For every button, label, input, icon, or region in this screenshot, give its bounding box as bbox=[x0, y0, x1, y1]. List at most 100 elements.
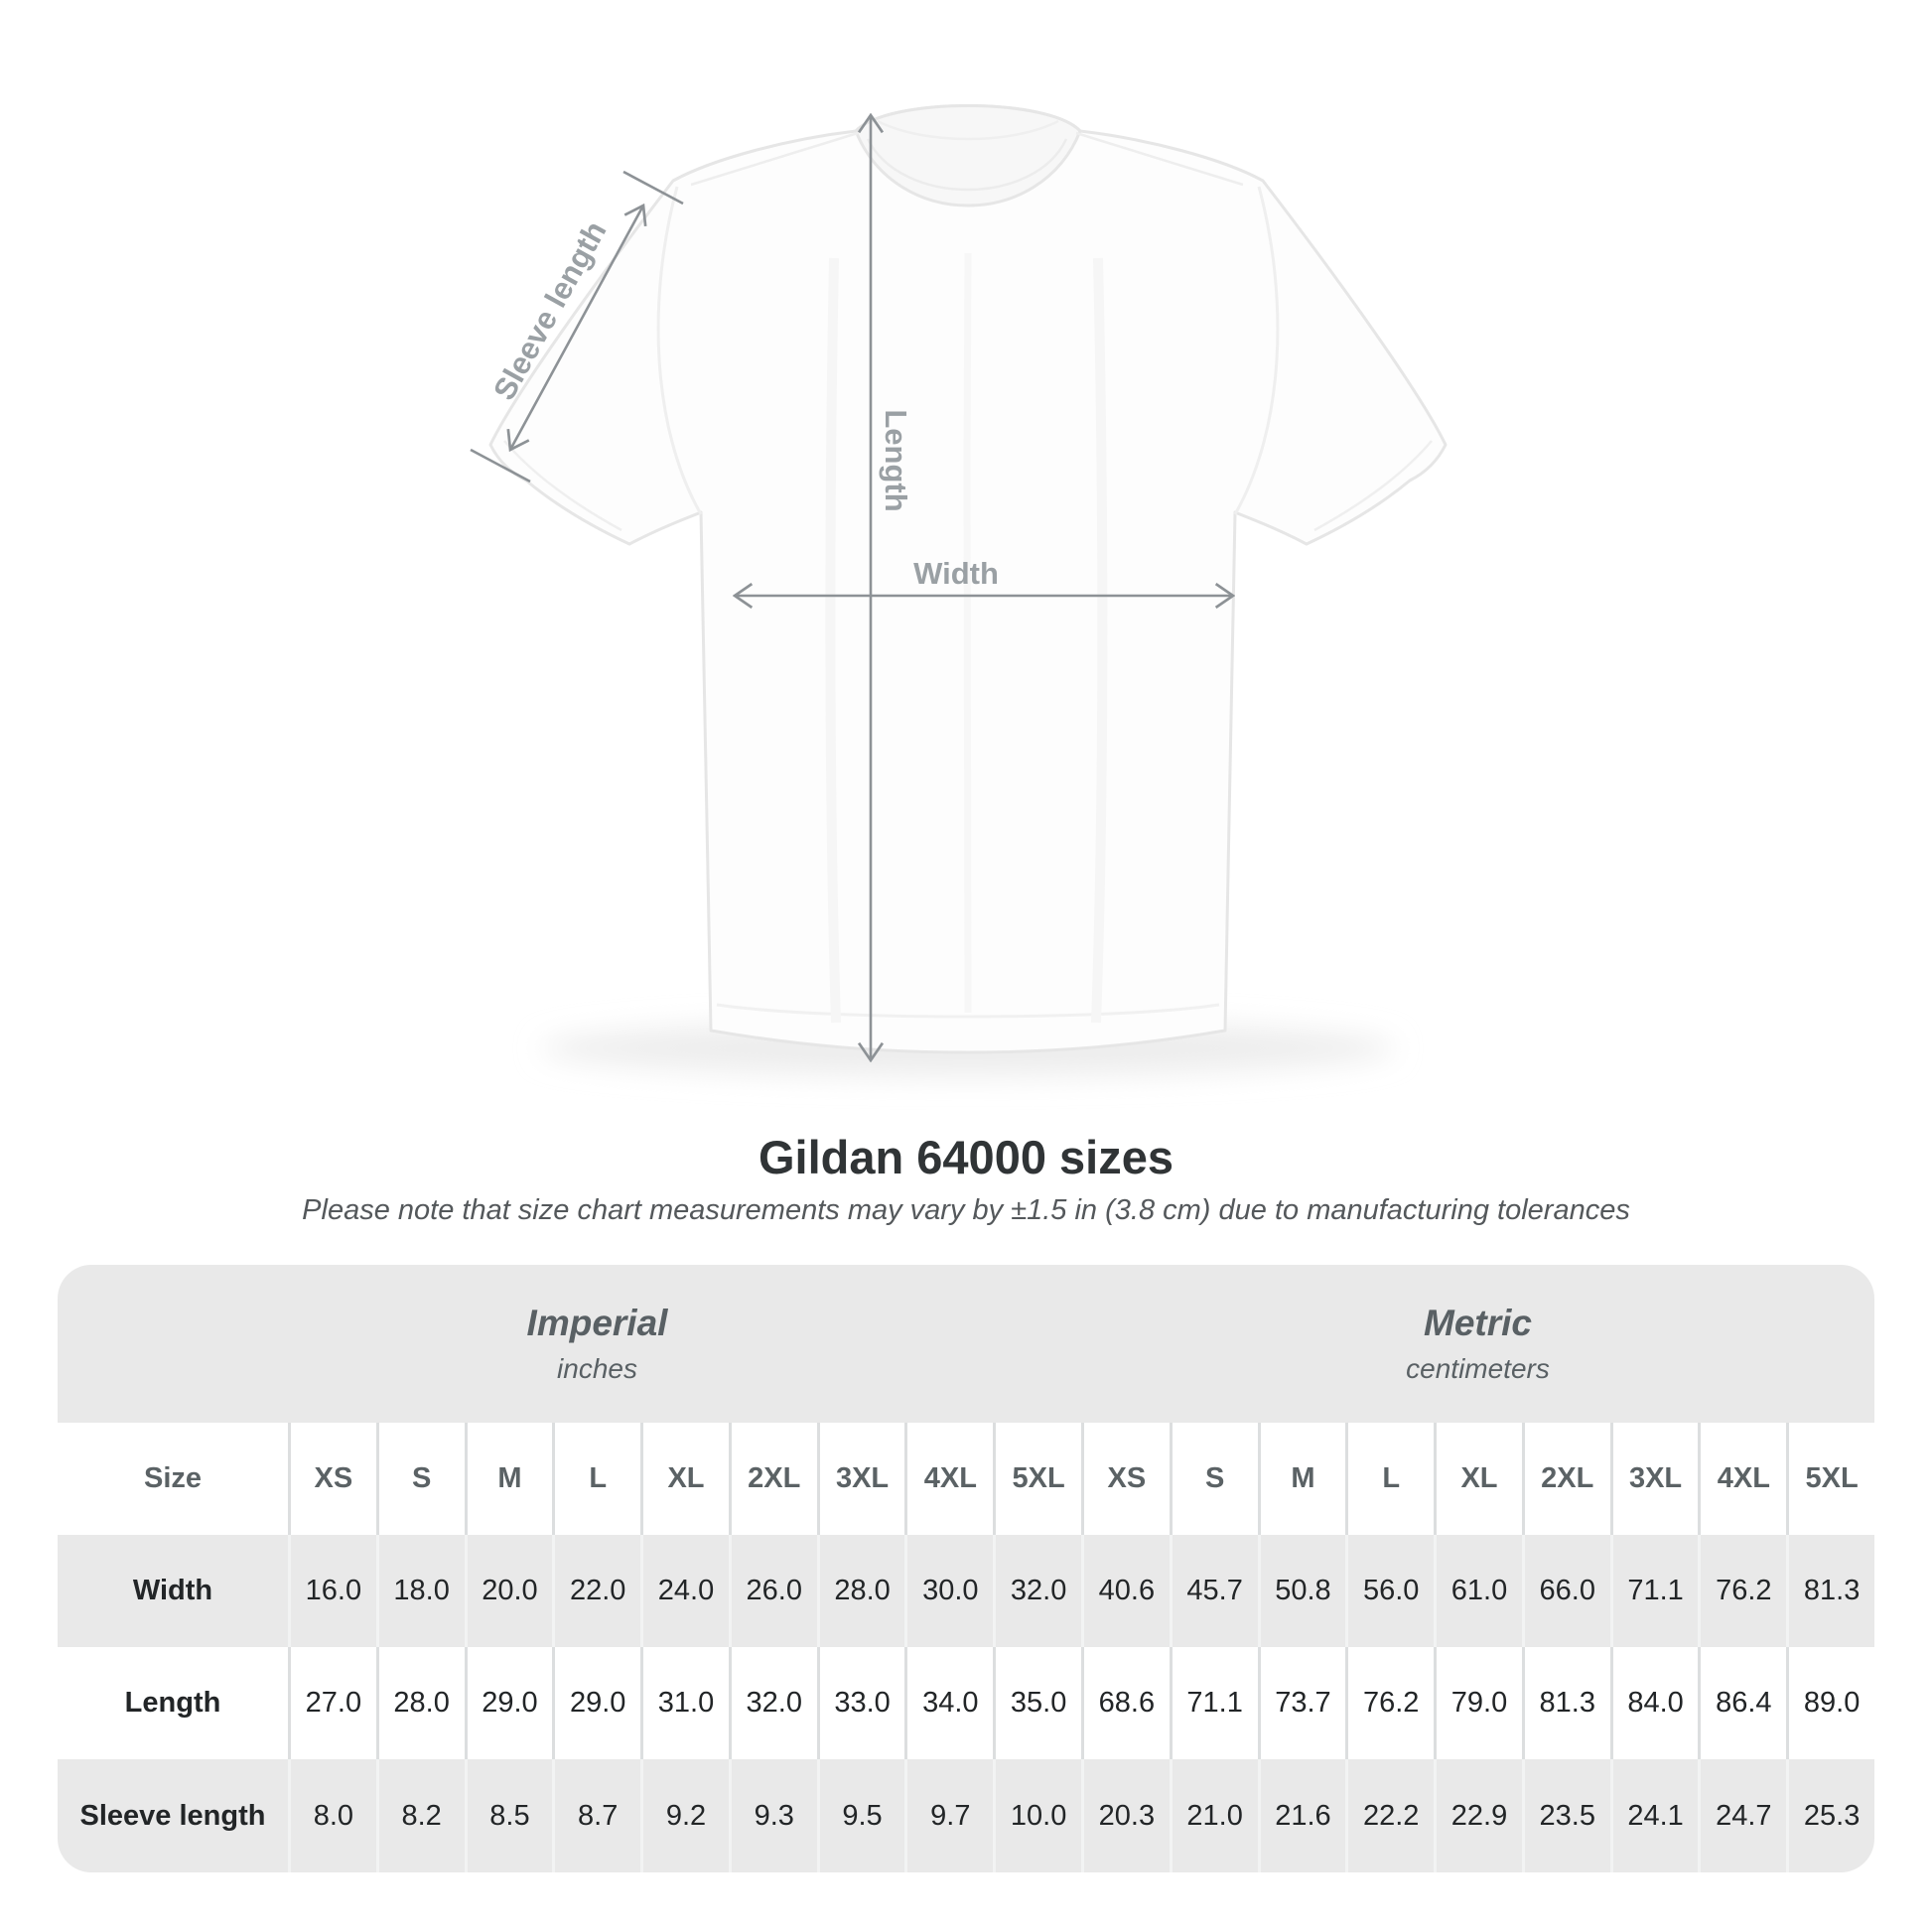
sleeve-length-value-cell: 9.2 bbox=[640, 1759, 729, 1872]
width-value-cell: 30.0 bbox=[904, 1535, 993, 1647]
collar-inner-seam bbox=[866, 138, 1068, 192]
width-value-cell: 24.0 bbox=[640, 1535, 729, 1647]
size-header-cell: XL bbox=[1434, 1423, 1522, 1535]
length-value-cell: 89.0 bbox=[1786, 1647, 1874, 1759]
size-header-cell: 4XL bbox=[904, 1423, 994, 1535]
length-value-cell: 28.0 bbox=[375, 1647, 465, 1759]
bottom-hem-stitch bbox=[716, 1003, 1220, 1019]
length-value-cell: 79.0 bbox=[1434, 1647, 1522, 1759]
size-header-cell: M bbox=[464, 1423, 553, 1535]
length-value-cell: 31.0 bbox=[640, 1647, 729, 1759]
sleeve-arrow-end-tick-bottom bbox=[470, 448, 531, 483]
shoulder-seam-right bbox=[1075, 131, 1244, 187]
length-value-cell: 73.7 bbox=[1257, 1647, 1346, 1759]
width-value-cell: 56.0 bbox=[1345, 1535, 1434, 1647]
width-value-cell: 26.0 bbox=[728, 1535, 817, 1647]
sleeve-length-value-cell: 22.9 bbox=[1434, 1759, 1522, 1872]
sleeve-length-value-cell: 24.7 bbox=[1698, 1759, 1786, 1872]
width-value-cell: 18.0 bbox=[375, 1535, 465, 1647]
sleeve-length-value-cell: 20.3 bbox=[1081, 1759, 1170, 1872]
sleeve-length-value-cell: 9.5 bbox=[816, 1759, 905, 1872]
size-header-cell: S bbox=[1169, 1423, 1258, 1535]
fabric-fold-3 bbox=[963, 252, 972, 1014]
tshirt-size-diagram: Sleeve length Length Width bbox=[470, 104, 1448, 1076]
fabric-fold-1 bbox=[825, 257, 841, 1024]
size-header-cell: XL bbox=[640, 1423, 729, 1535]
sleeve-length-value-cell: 21.0 bbox=[1169, 1759, 1258, 1872]
length-value-cell: 68.6 bbox=[1081, 1647, 1170, 1759]
sleeve-length-value-cell: 8.2 bbox=[375, 1759, 465, 1872]
sleeve-length-value-cell: 22.2 bbox=[1345, 1759, 1434, 1872]
size-header-cell: 3XL bbox=[816, 1423, 905, 1535]
sleeve-hem-left bbox=[503, 440, 622, 532]
width-value-cell: 16.0 bbox=[288, 1535, 376, 1647]
page-title: Gildan 64000 sizes bbox=[758, 1131, 1174, 1183]
sleeve-length-value-cell: 8.5 bbox=[464, 1759, 553, 1872]
collar bbox=[854, 104, 1082, 207]
width-row-label: Width bbox=[132, 1575, 213, 1606]
sleeve-length-value-cell: 9.7 bbox=[904, 1759, 993, 1872]
width-value-cell: 81.3 bbox=[1786, 1535, 1874, 1647]
length-value-cell: 35.0 bbox=[993, 1647, 1081, 1759]
size-header-cell: M bbox=[1257, 1423, 1346, 1535]
length-value-cell: 76.2 bbox=[1345, 1647, 1435, 1759]
sleeve-length-row-label: Sleeve length bbox=[79, 1799, 266, 1832]
width-value-cell: 20.0 bbox=[464, 1535, 553, 1647]
size-header-cell: 5XL bbox=[1786, 1423, 1874, 1535]
metric-header: Metric centimeters bbox=[1081, 1303, 1874, 1385]
length-value-cell: 29.0 bbox=[464, 1647, 553, 1759]
size-table: Imperial inches Metric centimeters Size … bbox=[58, 1265, 1874, 1872]
armhole-seam-left bbox=[656, 186, 703, 515]
width-value-cell: 61.0 bbox=[1434, 1535, 1522, 1647]
length-value-cell: 27.0 bbox=[288, 1647, 376, 1759]
length-value-cell: 86.4 bbox=[1698, 1647, 1787, 1759]
metric-label: Metric bbox=[1424, 1303, 1532, 1343]
width-row: Width 16.0 18.0 20.0 22.0 24.0 26.0 28.0 30.0 32… bbox=[58, 1535, 1874, 1647]
sleeve-length-value-cell: 24.1 bbox=[1609, 1759, 1699, 1872]
length-value-cell: 29.0 bbox=[552, 1647, 641, 1759]
imperial-label: Imperial bbox=[526, 1303, 668, 1343]
sleeve-length-value-cell: 8.7 bbox=[552, 1759, 640, 1872]
length-value-cell: 34.0 bbox=[904, 1647, 994, 1759]
collar-back-seam bbox=[877, 119, 1059, 141]
length-row-label: Length bbox=[58, 1647, 288, 1759]
width-annotation: Width bbox=[913, 556, 999, 591]
imperial-header: Imperial inches bbox=[85, 1303, 1109, 1385]
sleeve-length-value-cell: 23.5 bbox=[1521, 1759, 1610, 1872]
size-header-cell: L bbox=[552, 1423, 641, 1535]
length-value-cell: 32.0 bbox=[728, 1647, 817, 1759]
width-value-cell: 22.0 bbox=[552, 1535, 640, 1647]
size-header-cell: 2XL bbox=[728, 1423, 817, 1535]
size-header-cell: XS bbox=[1081, 1423, 1170, 1535]
sleeve-length-value-cell: 9.3 bbox=[728, 1759, 817, 1872]
sleeve-length-value-cell: 21.6 bbox=[1257, 1759, 1346, 1872]
armhole-seam-right bbox=[1233, 186, 1280, 515]
size-header-cell: S bbox=[375, 1423, 465, 1535]
sleeve-length-arrow bbox=[510, 206, 643, 450]
size-header-cell: 4XL bbox=[1698, 1423, 1787, 1535]
size-header-cell: XS bbox=[288, 1423, 376, 1535]
shoulder-seam-left bbox=[690, 131, 859, 187]
length-value-cell: 33.0 bbox=[816, 1647, 905, 1759]
width-value-cell: 50.8 bbox=[1257, 1535, 1346, 1647]
width-value-cell: 28.0 bbox=[816, 1535, 905, 1647]
sleeve-length-value-cell: 10.0 bbox=[993, 1759, 1081, 1872]
length-row: Length 27.0 28.0 29.0 29.0 31.0 32.0 33.0 34.0 3… bbox=[58, 1647, 1874, 1759]
width-value-cell: 32.0 bbox=[993, 1535, 1081, 1647]
sleeve-length-row: Sleeve length 8.0 8.2 8.5 8.7 9.2 9.3 9.5 9.7 10… bbox=[58, 1759, 1874, 1872]
width-value-cell: 40.6 bbox=[1081, 1535, 1170, 1647]
size-header-row: Size XS S M L XL 2XL 3XL 4XL 5XL XS S M L XL 2XL 3XL 4XL… bbox=[58, 1423, 1874, 1535]
sleeve-hem-right bbox=[1313, 440, 1433, 532]
sleeve-length-value-cell: 8.0 bbox=[288, 1759, 376, 1872]
sleeve-length-value-cell: 25.3 bbox=[1786, 1759, 1874, 1872]
fabric-fold-2 bbox=[1091, 257, 1108, 1024]
size-header-cell: L bbox=[1345, 1423, 1435, 1535]
length-value-cell: 81.3 bbox=[1521, 1647, 1610, 1759]
width-value-cell: 66.0 bbox=[1521, 1535, 1610, 1647]
size-header-cell: 3XL bbox=[1609, 1423, 1699, 1535]
metric-unit-label: centimeters bbox=[1406, 1353, 1550, 1384]
unit-header-row: Imperial inches Metric centimeters bbox=[58, 1265, 1874, 1423]
size-header-cell: 5XL bbox=[993, 1423, 1081, 1535]
size-column-label: Size bbox=[58, 1423, 288, 1535]
